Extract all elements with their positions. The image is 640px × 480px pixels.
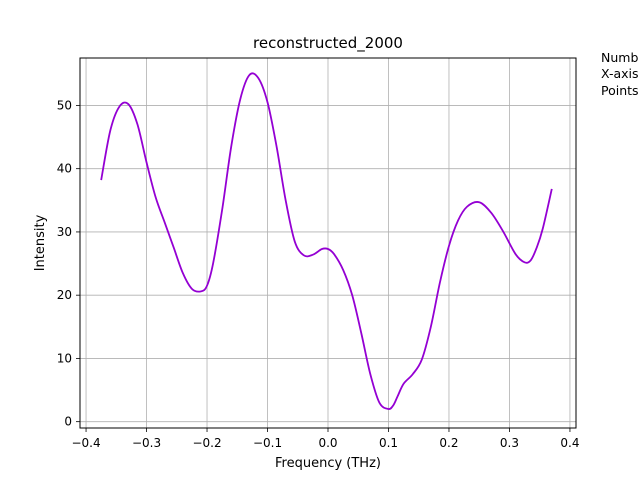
x-tick-label: 0.1 [379, 436, 398, 450]
x-tick-label: 0.4 [560, 436, 579, 450]
x-tick-label: 0.3 [500, 436, 519, 450]
x-axis-label: Frequency (THz) [275, 456, 381, 471]
y-tick-label: 20 [57, 288, 72, 302]
x-tick-label: −0.4 [71, 436, 100, 450]
series-layer [100, 72, 553, 410]
y-tick-label: 50 [57, 98, 72, 112]
chart-title: reconstructed_2000 [253, 34, 403, 53]
y-tick-label: 0 [64, 415, 72, 429]
y-tick-label: 10 [57, 351, 72, 365]
y-tick-label: 30 [57, 225, 72, 239]
x-tick-label: −0.2 [192, 436, 221, 450]
series-line-0 [100, 72, 553, 410]
x-tick-label: 0.2 [439, 436, 458, 450]
side-text-line-3: Points [601, 83, 639, 98]
y-tick-label: 40 [57, 162, 72, 176]
y-axis-label: Intensity [33, 214, 48, 271]
x-tick-label: −0.3 [132, 436, 161, 450]
x-tick-label: −0.1 [253, 436, 282, 450]
x-tick-label: 0.0 [318, 436, 337, 450]
side-text-line-1: Numb [601, 50, 638, 65]
tick-layer [76, 105, 571, 432]
side-text-line-2: X-axis [601, 66, 639, 81]
tick-label-layer: −0.4 −0.3 −0.2 −0.1 0.0 0.1 0.2 0.3 0.4 0 10 20 30 40… [57, 98, 580, 450]
